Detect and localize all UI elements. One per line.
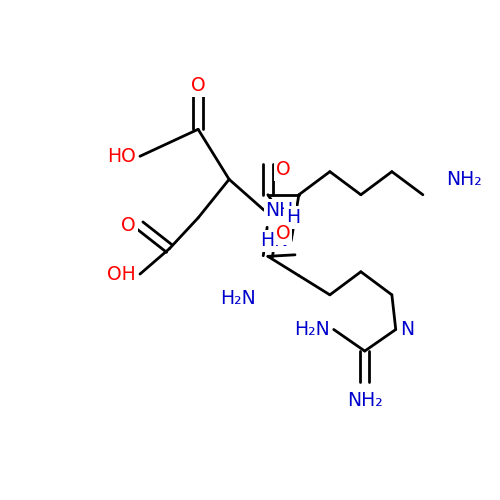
- Text: HN: HN: [260, 232, 289, 250]
- Text: NH₂: NH₂: [347, 391, 382, 410]
- Text: NH: NH: [266, 200, 294, 220]
- Text: HO: HO: [108, 147, 136, 166]
- Text: O: O: [276, 160, 290, 179]
- Text: H₂N: H₂N: [294, 320, 330, 339]
- Text: NH₂: NH₂: [446, 170, 482, 189]
- Text: O: O: [276, 224, 290, 243]
- Text: O: O: [191, 76, 206, 95]
- Text: N: N: [400, 320, 414, 339]
- Text: O: O: [122, 216, 136, 235]
- Text: H: H: [286, 208, 300, 228]
- Text: H₂N: H₂N: [220, 289, 256, 308]
- Text: OH: OH: [108, 264, 136, 283]
